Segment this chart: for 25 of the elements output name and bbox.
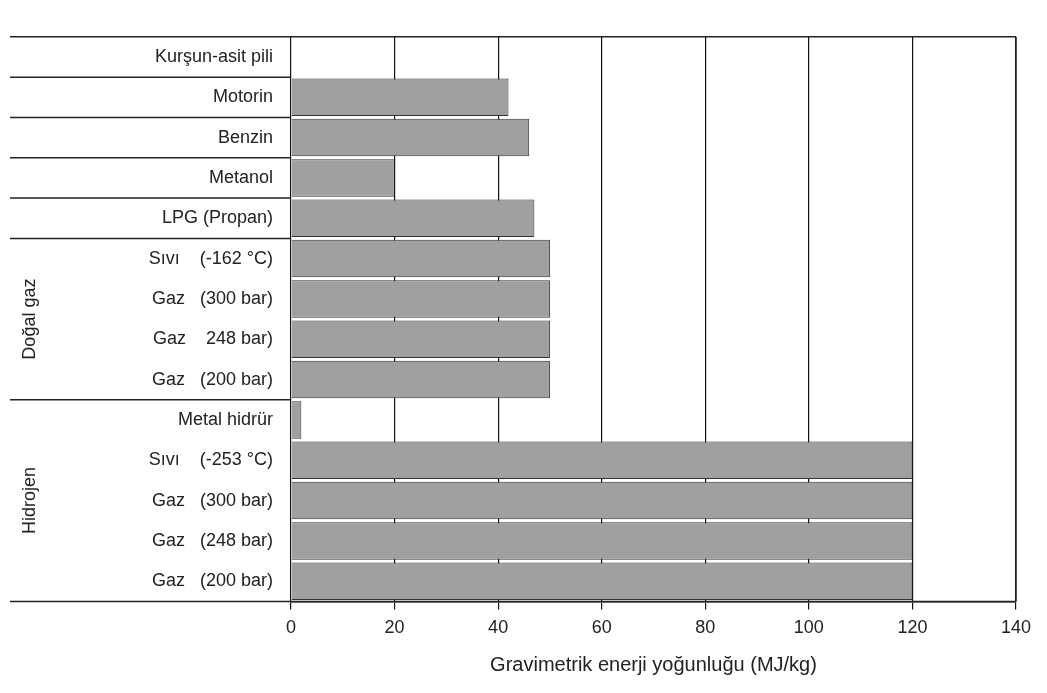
y-tick-label: Sıvı (-253 °C)	[148, 449, 273, 470]
y-tick-label: Benzin	[217, 126, 273, 147]
y-tick-label: Gaz (300 bar)	[151, 287, 273, 308]
x-axis-title: Gravimetrik enerji yoğunluğu (MJ/kg)	[490, 652, 817, 675]
y-tick-label: Motorin	[212, 86, 273, 107]
x-tick-label: 60	[591, 617, 612, 638]
y-tick-label: Gaz (300 bar)	[151, 489, 273, 510]
x-tick-label: 100	[793, 617, 824, 638]
y-tick-label: Gaz 248 bar)	[152, 328, 273, 349]
y-tick-label: Gaz (200 bar)	[151, 570, 273, 591]
y-tick-label: Metanol	[208, 166, 273, 187]
x-tick-label: 40	[488, 617, 509, 638]
y-tick-label: LPG (Propan)	[161, 207, 273, 228]
x-tick-label: 80	[695, 617, 716, 638]
y-tick-label: Sıvı (-162 °C)	[148, 247, 273, 268]
y-tick-label: Kurşun-asit pili	[154, 45, 273, 66]
x-tick-label: 20	[384, 617, 405, 638]
y-tick-label: Gaz (200 bar)	[151, 368, 273, 389]
y-tick-label: Gaz (248 bar)	[151, 529, 273, 550]
x-tick-label: 120	[897, 617, 928, 638]
x-tick-label: 140	[1000, 617, 1032, 638]
x-tick-label: 0	[285, 617, 297, 638]
text: Hidrojen	[18, 467, 39, 535]
y-tick-label: Metal hidrür	[177, 408, 273, 429]
text: Doğal gaz	[18, 278, 39, 360]
